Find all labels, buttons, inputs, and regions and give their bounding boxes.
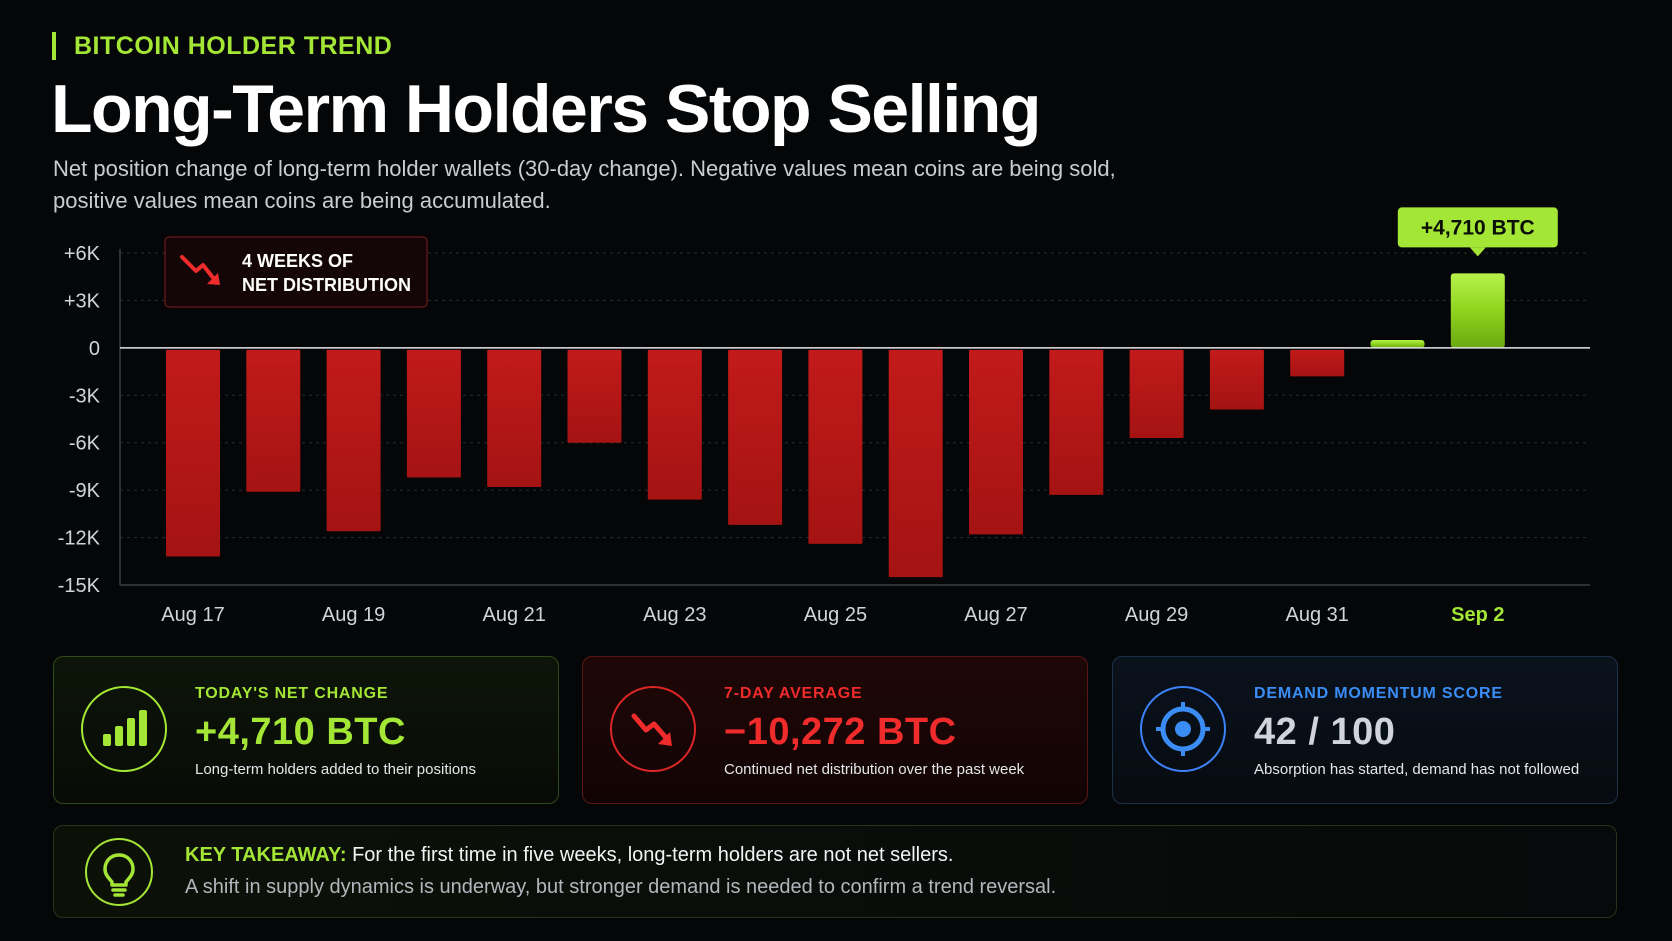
x-tick-label: Aug 17 — [161, 604, 224, 626]
y-tick-label: 0 — [89, 338, 100, 360]
x-tick-label: Aug 21 — [483, 604, 546, 626]
bar-chart-icon — [81, 686, 167, 772]
bar-aug-21 — [487, 349, 542, 487]
x-axis-ticks: Aug 17 Aug 19 Aug 21 Aug 23 Aug 25 Aug 27 Aug … — [161, 604, 1504, 626]
x-tick-label: Aug 27 — [964, 604, 1027, 626]
distribution-annotation: 4 WEEKS OF NET DISTRIBUTION — [164, 236, 428, 308]
bar-aug-20 — [406, 349, 461, 478]
subtitle-line-2: positive values mean coins are being acc… — [53, 188, 551, 213]
bars — [166, 273, 1505, 578]
x-tick-label: Aug 31 — [1286, 604, 1349, 626]
card-label: DEMAND MOMENTUM SCORE — [1254, 685, 1503, 702]
card-description: Absorption has started, demand has not f… — [1254, 761, 1580, 778]
seven-day-average-card: 7-DAY AVERAGE −10,272 BTC Continued net … — [582, 656, 1088, 804]
bar-aug-29 — [1129, 349, 1184, 438]
y-tick-label: -3K — [69, 385, 101, 407]
annotation-line-1: 4 WEEKS OF — [242, 251, 353, 271]
card-description: Long-term holders added to their positio… — [195, 761, 477, 778]
target-icon — [1140, 686, 1226, 772]
takeaway-line-2: A shift in supply dynamics is underway, … — [185, 876, 1057, 898]
takeaway-key-label: KEY TAKEAWAY: — [185, 844, 347, 866]
trend-down-icon — [180, 255, 220, 285]
key-takeaway-banner: KEY TAKEAWAY: For the first time in five… — [53, 825, 1617, 918]
card-label: 7-DAY AVERAGE — [724, 685, 863, 702]
takeaway-line-1: KEY TAKEAWAY: For the first time in five… — [185, 844, 953, 867]
y-tick-label: -6K — [69, 433, 101, 455]
bar-aug-19 — [326, 349, 381, 532]
trend-down-icon — [610, 686, 696, 772]
bar-aug-24 — [728, 349, 783, 525]
bar-aug-30 — [1209, 349, 1264, 410]
bar-aug-26 — [888, 349, 943, 578]
x-tick-label: Aug 25 — [804, 604, 867, 626]
section-kicker: BITCOIN HOLDER TREND — [52, 32, 392, 60]
y-tick-label: -12K — [58, 528, 101, 550]
bar-aug-18 — [246, 349, 301, 492]
bar-aug-22 — [567, 349, 622, 443]
bar-sep-1 — [1370, 339, 1425, 348]
card-description: Continued net distribution over the past… — [724, 761, 1025, 778]
page-title: Long-Term Holders Stop Selling — [51, 71, 1041, 147]
y-axis-ticks: +6K +3K 0 -3K -6K -9K -12K -15K — [58, 243, 101, 597]
card-value: −10,272 BTC — [724, 711, 957, 753]
bar-aug-28 — [1049, 349, 1104, 495]
bar-aug-27 — [969, 349, 1023, 535]
holder-net-change-chart: +6K+3K0-3K-6K-9K-12K-15K Aug 17 Aug 19 Aug… — [58, 207, 1590, 626]
y-tick-label: -9K — [69, 480, 101, 502]
card-value: 42 / 100 — [1254, 711, 1396, 753]
latest-value-callout: +4,710 BTC — [1397, 207, 1558, 257]
x-tick-label: Aug 19 — [322, 604, 385, 626]
bar-aug-25 — [808, 349, 863, 544]
x-tick-label: Aug 23 — [643, 604, 706, 626]
bar-aug-23 — [647, 349, 702, 500]
subtitle-line-1: Net position change of long-term holder … — [53, 156, 1116, 181]
lightbulb-icon — [85, 838, 153, 906]
x-tick-label: Aug 29 — [1125, 604, 1188, 626]
card-value: +4,710 BTC — [195, 711, 406, 753]
bar-aug-31 — [1290, 349, 1345, 377]
callout-label: +4,710 BTC — [1421, 216, 1535, 239]
y-tick-label: +6K — [64, 243, 101, 265]
x-tick-label: Sep 2 — [1451, 604, 1504, 626]
y-tick-label: -15K — [58, 575, 101, 597]
y-tick-label: +3K — [64, 290, 101, 312]
bar-sep-2 — [1450, 273, 1505, 348]
page-subtitle: Net position change of long-term holder … — [53, 153, 1253, 217]
card-label: TODAY'S NET CHANGE — [195, 685, 389, 702]
takeaway-headline: For the first time in five weeks, long-t… — [346, 844, 954, 866]
todays-net-change-card: TODAY'S NET CHANGE +4,710 BTC Long-term … — [53, 656, 559, 804]
bar-aug-17 — [166, 349, 220, 557]
annotation-line-2: NET DISTRIBUTION — [242, 275, 411, 295]
demand-momentum-card: DEMAND MOMENTUM SCORE 42 / 100 Absorptio… — [1112, 656, 1618, 804]
